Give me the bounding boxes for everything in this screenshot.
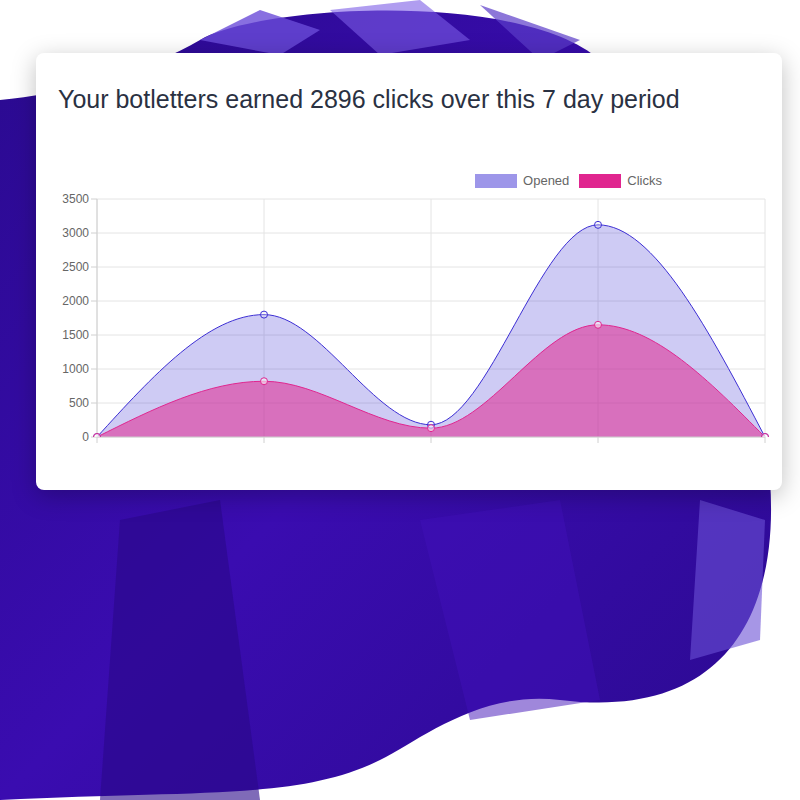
html-text:Opened: Opened (523, 173, 570, 188)
svg-text:3000: 3000 (62, 226, 89, 240)
html-text:Your botletters earned 2896 cl: Your botletters earned 2896 clicks over … (58, 85, 680, 113)
svg-text:2500: 2500 (62, 260, 89, 274)
svg-text:2000: 2000 (62, 294, 89, 308)
html-text:Clicks: Clicks (627, 173, 662, 188)
svg-text:3500: 3500 (62, 192, 89, 206)
svg-text:0: 0 (82, 430, 89, 444)
svg-text:500: 500 (69, 396, 89, 410)
svg-text:1500: 1500 (62, 328, 89, 342)
svg-text:1000: 1000 (62, 362, 89, 376)
